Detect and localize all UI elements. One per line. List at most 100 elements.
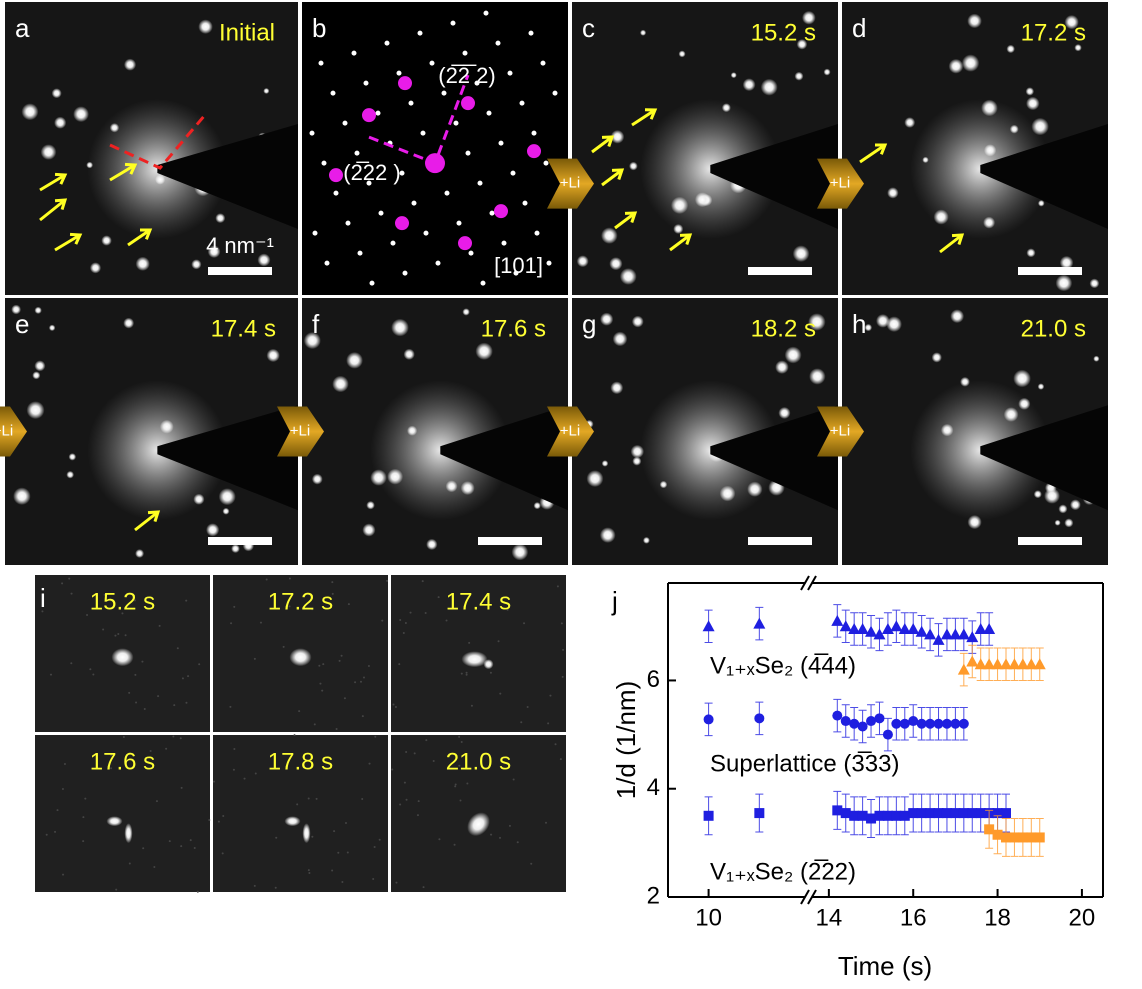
data-point bbox=[754, 713, 765, 724]
noise bbox=[157, 695, 160, 698]
noise bbox=[296, 803, 299, 806]
diffraction-spot bbox=[950, 309, 965, 324]
white-spot bbox=[534, 230, 540, 236]
x-tick-label: 10 bbox=[695, 904, 722, 931]
white-spot bbox=[342, 120, 348, 126]
white-spot bbox=[396, 70, 402, 76]
noise bbox=[319, 682, 322, 685]
noise bbox=[86, 613, 89, 616]
noise bbox=[394, 705, 397, 708]
data-point bbox=[1008, 658, 1021, 670]
diffraction-spot bbox=[101, 235, 112, 246]
diffraction-spot bbox=[1093, 355, 1100, 362]
noise bbox=[520, 721, 523, 724]
spot bbox=[284, 816, 301, 827]
data-point bbox=[975, 808, 986, 819]
data-point bbox=[967, 808, 978, 819]
noise bbox=[554, 743, 557, 746]
noise bbox=[232, 768, 235, 771]
li-arrow bbox=[277, 406, 324, 457]
noise bbox=[403, 781, 406, 784]
diffraction-spot bbox=[694, 192, 710, 208]
white-spot bbox=[429, 60, 435, 66]
scale-bar bbox=[1018, 267, 1082, 275]
data-point bbox=[831, 614, 844, 626]
noise bbox=[556, 585, 559, 588]
noise bbox=[361, 715, 364, 718]
noise bbox=[213, 780, 216, 783]
white-spot bbox=[510, 170, 516, 176]
data-point bbox=[1026, 832, 1037, 843]
noise bbox=[361, 798, 364, 801]
diffraction-spot bbox=[961, 54, 980, 72]
data-point bbox=[974, 658, 987, 670]
yellow-arrow bbox=[39, 198, 66, 222]
noise bbox=[288, 577, 291, 580]
magenta-spot bbox=[527, 144, 541, 159]
noise bbox=[526, 705, 529, 708]
noise bbox=[460, 741, 463, 744]
diffraction-spot bbox=[89, 262, 102, 274]
y-tick-label: 2 bbox=[647, 882, 660, 909]
noise bbox=[417, 800, 420, 803]
yellow-arrow-head bbox=[611, 168, 625, 180]
white-spot bbox=[420, 130, 426, 136]
yellow-arrow-head bbox=[644, 108, 658, 120]
noise bbox=[62, 873, 65, 876]
y-tick-label: 4 bbox=[647, 774, 660, 801]
white-spot bbox=[324, 260, 330, 266]
panel-label: g bbox=[582, 309, 596, 339]
diffraction-spot bbox=[1054, 519, 1061, 526]
beam-stopper bbox=[157, 124, 298, 230]
diffraction-spot bbox=[922, 156, 929, 164]
data-point bbox=[874, 810, 885, 821]
noise bbox=[445, 619, 448, 622]
diffraction-spot bbox=[794, 71, 804, 81]
yellow-arrow-head bbox=[124, 162, 138, 175]
li-label: +Li bbox=[830, 422, 850, 439]
noise bbox=[103, 593, 106, 596]
data-point bbox=[932, 633, 945, 645]
white-spot bbox=[402, 270, 408, 276]
diffraction-spot bbox=[960, 376, 970, 387]
data-point bbox=[933, 808, 944, 819]
noise bbox=[460, 672, 463, 675]
white-spot bbox=[444, 190, 450, 196]
diffraction-spot bbox=[533, 502, 541, 510]
noise bbox=[229, 705, 232, 708]
yellow-arrow bbox=[134, 510, 159, 532]
diffraction-spot bbox=[673, 223, 684, 234]
data-point bbox=[1001, 808, 1011, 819]
diffraction-spot bbox=[68, 453, 77, 461]
noise bbox=[110, 754, 113, 757]
yellow-arrow bbox=[631, 108, 656, 127]
diffraction-spot bbox=[610, 381, 624, 395]
diffraction-spot bbox=[311, 473, 323, 485]
diffraction-spot bbox=[366, 500, 375, 510]
data-point bbox=[925, 718, 936, 729]
noise bbox=[465, 671, 468, 674]
white-spot bbox=[450, 20, 456, 26]
yellow-arrow-head bbox=[601, 135, 615, 147]
noise bbox=[61, 787, 64, 790]
data-point bbox=[703, 810, 714, 821]
data-point bbox=[941, 808, 952, 819]
noise bbox=[373, 846, 376, 849]
noise bbox=[432, 759, 435, 762]
noise bbox=[180, 845, 183, 848]
diffraction-spot bbox=[511, 543, 529, 561]
magenta-spot bbox=[461, 96, 475, 111]
noise bbox=[141, 660, 144, 663]
diffraction-spot bbox=[808, 313, 826, 331]
data-point bbox=[899, 718, 910, 729]
scale-bar bbox=[478, 537, 542, 545]
diffraction-spot bbox=[609, 257, 623, 271]
white-spot bbox=[354, 150, 360, 156]
scale-label: 4 nm⁻¹ bbox=[206, 233, 274, 258]
noise bbox=[424, 611, 427, 614]
zoom-image bbox=[213, 735, 388, 892]
diffraction-spot bbox=[984, 144, 997, 157]
x-tick-label: 20 bbox=[1069, 904, 1096, 931]
noise bbox=[49, 673, 52, 676]
noise bbox=[165, 747, 168, 750]
